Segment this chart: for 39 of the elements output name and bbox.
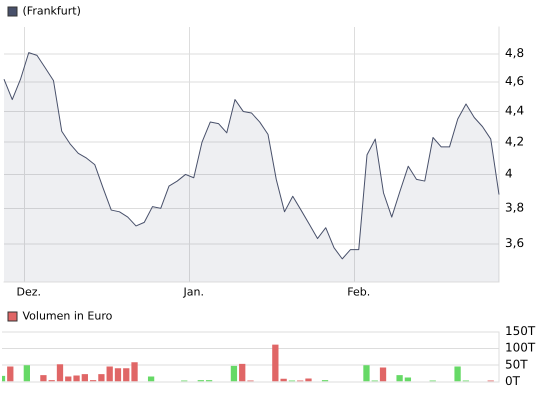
y-tick-label: 100T <box>505 340 536 355</box>
y-tick-label: 0T <box>505 374 521 388</box>
bar <box>56 364 64 382</box>
bar <box>82 374 88 382</box>
bar <box>363 365 370 382</box>
bar <box>40 375 47 382</box>
bar <box>272 344 278 382</box>
bar <box>230 366 238 382</box>
bar <box>239 364 246 382</box>
bar <box>65 376 72 382</box>
y-tick-label: 3,8 <box>505 200 524 214</box>
bar <box>106 366 113 382</box>
bar <box>380 368 386 382</box>
bar <box>454 366 461 382</box>
y-tick-label: 150T <box>505 324 536 338</box>
y-tick-label: 50T <box>505 357 528 372</box>
bar <box>396 375 403 382</box>
x-tick-label: Jan. <box>182 285 204 298</box>
bar <box>7 366 14 382</box>
bar <box>73 375 80 382</box>
y-tick-label: 3,6 <box>505 236 524 250</box>
bar <box>123 368 130 382</box>
bar <box>280 378 287 382</box>
legend-label: Volumen in Euro <box>22 309 113 322</box>
bar <box>404 377 412 382</box>
y-tick-label: 4,2 <box>505 134 524 148</box>
bar <box>305 378 312 382</box>
bar <box>148 376 154 382</box>
y-tick-label: 4,4 <box>505 104 524 118</box>
x-tick-label: Feb. <box>347 285 370 298</box>
y-tick-label: 4 <box>505 166 513 181</box>
bar <box>98 374 105 382</box>
x-tick-label: Dez. <box>16 285 42 298</box>
legend-label: (Frankfurt) <box>22 4 81 18</box>
y-tick-label: 4,8 <box>505 46 524 60</box>
bar <box>131 362 138 382</box>
y-tick-label: 4,6 <box>505 74 524 88</box>
bar <box>114 368 122 382</box>
bar <box>24 365 30 382</box>
